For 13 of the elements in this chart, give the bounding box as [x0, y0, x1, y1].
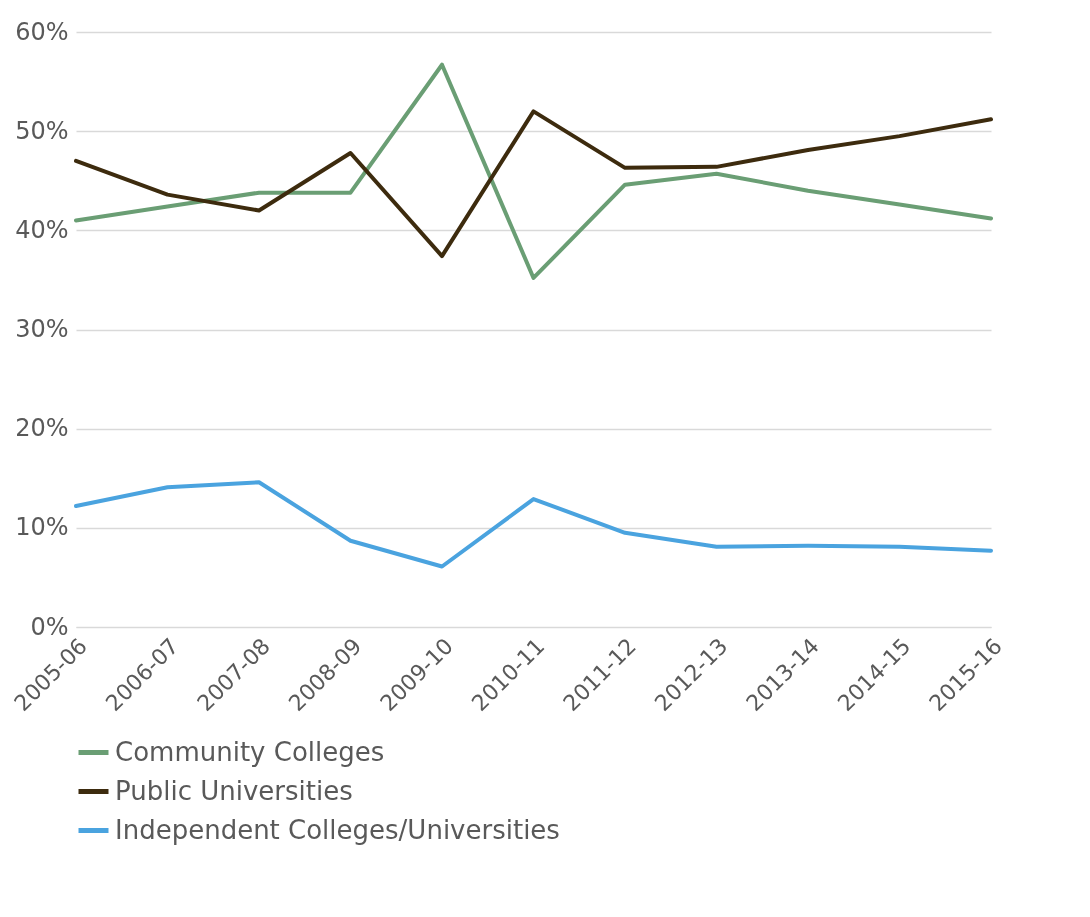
y-tick-label: 60%: [15, 17, 69, 46]
line-series: [74, 109, 993, 259]
y-tick-label: 20%: [15, 414, 69, 443]
legend-label: Public Universities: [115, 775, 353, 806]
y-tick-label: 30%: [15, 315, 69, 343]
y-tick-label: 50%: [15, 116, 69, 145]
y-tick-label: 10%: [15, 513, 69, 542]
line-series: [74, 62, 993, 280]
line-series: [74, 480, 993, 569]
legend-label: Independent Colleges/Universities: [115, 814, 560, 845]
y-tick-label: 40%: [15, 215, 69, 244]
legend-label: Community Colleges: [115, 736, 385, 767]
y-tick-label: 0%: [30, 612, 69, 641]
